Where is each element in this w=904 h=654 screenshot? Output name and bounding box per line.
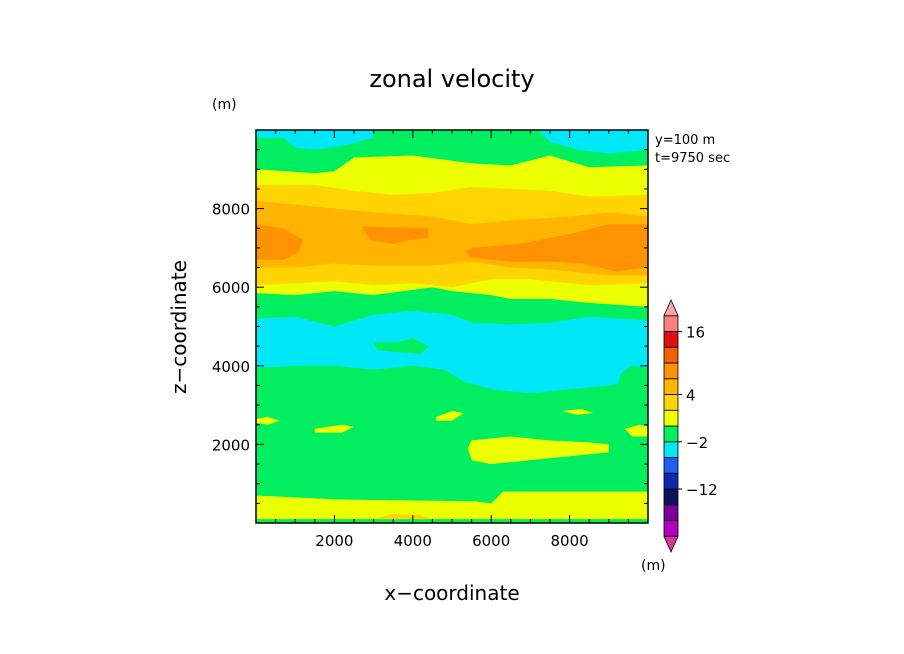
x-tick-label: 6000 (472, 532, 510, 550)
colorbar-unit-label: (m) (641, 558, 666, 574)
contour-fill (256, 130, 648, 523)
contour-region-6 (256, 224, 303, 260)
colorbar: 16 4 −2 −12 (663, 299, 718, 553)
contour-region-14 (436, 411, 464, 421)
colorbar-level (663, 488, 679, 506)
contour-region-11 (373, 338, 429, 354)
colorbar-level (663, 409, 679, 427)
colorbar-label: 16 (686, 324, 705, 342)
y-tick-label: 6000 (212, 279, 250, 297)
colorbar-level (663, 331, 679, 348)
colorbar-level (663, 378, 679, 395)
colorbar-label: 4 (686, 387, 696, 405)
contour-region-10 (616, 365, 648, 392)
colorbar-level (663, 315, 679, 332)
colorbar-level (663, 457, 679, 474)
colorbar-level (663, 362, 679, 380)
annotation-time: t=9750 sec (655, 151, 730, 166)
x-tick-label: 4000 (394, 532, 432, 550)
contour-region-8 (463, 224, 648, 272)
contour-region-7 (361, 226, 429, 244)
contour-region-15 (467, 436, 609, 465)
colorbar-level (663, 394, 679, 411)
contour-region-12 (256, 416, 280, 425)
contour-region-18 (256, 491, 648, 520)
contour-region-13 (314, 424, 354, 433)
colorbar-level (663, 441, 679, 458)
y-tick-label: 8000 (212, 201, 250, 219)
colorbar-level (663, 299, 679, 317)
annotation-y-slice: y=100 m (655, 133, 715, 148)
colorbar-level (663, 472, 679, 490)
contour-region-9 (256, 310, 648, 394)
colorbar-level (663, 425, 679, 443)
contour-region-17 (624, 424, 648, 437)
x-tick-label: 8000 (551, 532, 589, 550)
colorbar-level (663, 535, 679, 553)
contour-region-2 (538, 130, 648, 154)
y-tick-label: 4000 (212, 358, 250, 376)
colorbar-level (663, 346, 679, 364)
colorbar-label: −12 (686, 481, 718, 499)
contour-region-1 (256, 130, 374, 150)
colorbar-label: −2 (686, 434, 708, 452)
contour-region-16 (561, 409, 594, 415)
y-axis-label: z−coordinate (167, 260, 191, 394)
y-tick-label: 2000 (212, 436, 250, 454)
x-tick-label: 2000 (315, 532, 353, 550)
y-unit-label: (m) (212, 97, 237, 113)
contour-region-19 (373, 514, 433, 520)
colorbar-level (663, 504, 679, 521)
axis-ticks: 2000 4000 6000 8000 2000 4000 6000 8000 (212, 129, 649, 550)
chart-title: zonal velocity (369, 65, 534, 93)
x-axis-label: x−coordinate (384, 581, 519, 605)
colorbar-level (663, 520, 679, 537)
